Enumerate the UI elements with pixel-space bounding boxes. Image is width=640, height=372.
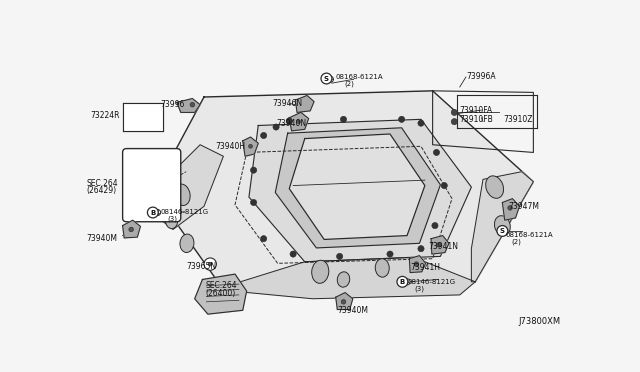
Text: 08146-8121G: 08146-8121G — [407, 279, 455, 285]
Polygon shape — [472, 172, 533, 282]
Circle shape — [508, 206, 513, 210]
Polygon shape — [336, 293, 353, 310]
Polygon shape — [289, 134, 425, 240]
Text: 73224R: 73224R — [90, 111, 120, 120]
Circle shape — [433, 150, 440, 155]
Ellipse shape — [495, 216, 510, 235]
Polygon shape — [502, 199, 520, 220]
Polygon shape — [289, 112, 308, 131]
Circle shape — [341, 299, 346, 304]
Circle shape — [248, 144, 252, 148]
Text: 08168-6121A: 08168-6121A — [336, 74, 383, 80]
Circle shape — [260, 235, 267, 242]
Circle shape — [273, 124, 279, 130]
Text: J73800XM: J73800XM — [518, 317, 561, 326]
Text: (3): (3) — [168, 216, 177, 222]
Text: 73947M: 73947M — [509, 202, 540, 212]
Text: 73941H: 73941H — [410, 263, 440, 272]
Circle shape — [414, 262, 419, 266]
Circle shape — [321, 73, 332, 84]
Circle shape — [250, 199, 257, 206]
Text: SEC.264: SEC.264 — [86, 179, 118, 187]
Circle shape — [497, 225, 508, 236]
Circle shape — [451, 109, 458, 115]
Circle shape — [432, 222, 438, 229]
Circle shape — [399, 116, 404, 122]
Polygon shape — [154, 91, 533, 289]
Circle shape — [154, 209, 161, 216]
Circle shape — [404, 279, 410, 285]
Ellipse shape — [337, 272, 349, 287]
Polygon shape — [177, 99, 200, 112]
Text: B: B — [400, 279, 405, 285]
Ellipse shape — [312, 260, 329, 283]
Polygon shape — [216, 257, 476, 299]
Circle shape — [418, 246, 424, 252]
Circle shape — [327, 76, 333, 82]
Circle shape — [436, 243, 441, 247]
Circle shape — [129, 227, 134, 232]
Text: (26400): (26400) — [205, 289, 236, 298]
Circle shape — [418, 120, 424, 126]
Circle shape — [296, 120, 301, 124]
Ellipse shape — [486, 176, 504, 198]
Text: B: B — [150, 210, 156, 216]
Polygon shape — [195, 274, 246, 314]
FancyBboxPatch shape — [123, 148, 180, 222]
Circle shape — [208, 262, 212, 266]
FancyBboxPatch shape — [123, 103, 163, 131]
Text: S: S — [324, 76, 329, 82]
Circle shape — [387, 251, 393, 257]
Text: SEC.264: SEC.264 — [205, 281, 237, 290]
Text: 73996A: 73996A — [466, 73, 495, 81]
Ellipse shape — [165, 212, 178, 229]
Polygon shape — [296, 96, 314, 112]
Polygon shape — [275, 128, 440, 248]
Polygon shape — [243, 137, 259, 156]
Polygon shape — [154, 145, 223, 230]
Text: 73941N: 73941N — [429, 242, 459, 251]
Circle shape — [397, 276, 408, 287]
Text: 73940N: 73940N — [276, 119, 306, 128]
Text: (3): (3) — [415, 286, 425, 292]
Text: 08146-8121G: 08146-8121G — [161, 209, 209, 215]
Circle shape — [286, 118, 292, 124]
Ellipse shape — [175, 184, 190, 205]
Text: 73910Z: 73910Z — [503, 115, 532, 124]
Text: 73940M: 73940M — [337, 307, 368, 315]
Text: 73996: 73996 — [161, 100, 185, 109]
Text: 73965N: 73965N — [186, 262, 216, 271]
Polygon shape — [123, 220, 140, 238]
Circle shape — [502, 228, 508, 234]
Circle shape — [337, 253, 343, 260]
Text: 73910FB: 73910FB — [459, 115, 493, 124]
Circle shape — [504, 230, 506, 232]
Text: 73940M: 73940M — [86, 234, 117, 243]
Circle shape — [147, 207, 158, 218]
Circle shape — [204, 258, 216, 270]
Circle shape — [260, 132, 267, 139]
Circle shape — [441, 183, 447, 189]
Text: 73910FA: 73910FA — [459, 106, 492, 115]
Text: (26429): (26429) — [86, 186, 116, 195]
Circle shape — [250, 167, 257, 173]
Circle shape — [451, 119, 458, 125]
Polygon shape — [410, 256, 426, 273]
Text: (2): (2) — [344, 81, 354, 87]
Circle shape — [340, 116, 347, 122]
Ellipse shape — [180, 234, 194, 253]
Polygon shape — [249, 119, 472, 262]
Circle shape — [190, 102, 195, 107]
Ellipse shape — [375, 259, 389, 277]
Text: 08168-6121A: 08168-6121A — [506, 232, 553, 238]
Text: 73940H: 73940H — [216, 142, 246, 151]
Text: S: S — [500, 228, 505, 234]
Text: 73946N: 73946N — [272, 99, 302, 108]
Circle shape — [290, 251, 296, 257]
Text: (2): (2) — [511, 239, 522, 245]
Polygon shape — [431, 235, 449, 254]
